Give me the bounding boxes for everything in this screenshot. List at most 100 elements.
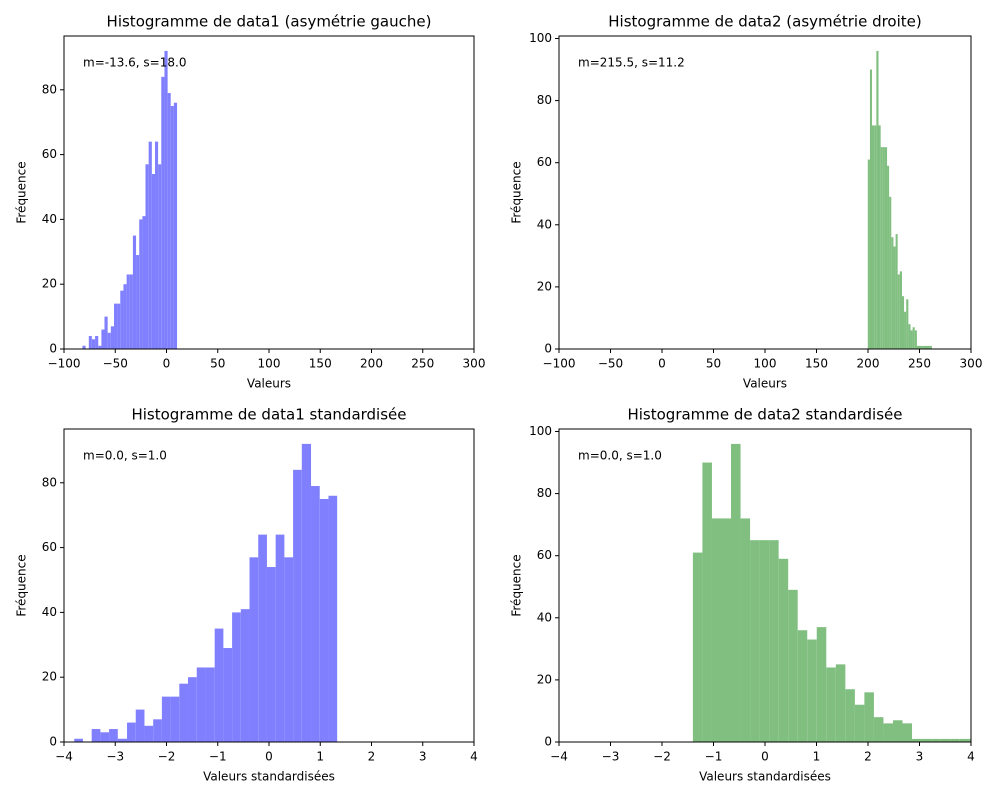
bar: [921, 738, 932, 742]
bar: [240, 609, 250, 742]
y-tick-label: 80: [537, 486, 552, 500]
bar: [873, 717, 884, 742]
y-tick-label: 40: [42, 605, 57, 619]
bar: [887, 165, 890, 349]
annotation: m=0.0, s=1.0: [83, 449, 167, 463]
bar: [301, 443, 312, 742]
y-axis-label: Fréquence: [510, 554, 524, 616]
x-tick-label: 1: [316, 750, 324, 764]
bar: [155, 141, 159, 349]
x-tick-label: 250: [411, 357, 434, 371]
bar: [892, 720, 903, 742]
x-tick-label: 2: [368, 750, 376, 764]
bar: [940, 738, 951, 742]
x-tick-label: 100: [258, 357, 281, 371]
y-tick-label: 80: [42, 475, 57, 489]
bar: [923, 345, 926, 349]
bar: [167, 93, 171, 349]
bar: [897, 274, 900, 349]
bar: [826, 667, 836, 742]
bar: [731, 443, 741, 742]
bar: [144, 725, 154, 742]
bar: [205, 667, 215, 742]
x-tick-label: −3: [602, 750, 620, 764]
x-tick-label: 0: [761, 750, 769, 764]
bar: [136, 255, 140, 349]
bar: [895, 234, 898, 349]
x-axis-label: Valeurs: [247, 377, 291, 391]
x-tick-label: 4: [470, 750, 478, 764]
x-tick-label: −2: [158, 750, 176, 764]
bar: [883, 723, 893, 742]
bar: [74, 738, 83, 742]
bar: [778, 558, 789, 742]
x-tick-label: −1: [209, 750, 227, 764]
y-tick-label: 40: [537, 217, 552, 231]
bar: [908, 324, 911, 349]
x-tick-label: −100: [543, 357, 576, 371]
x-axis-label: Valeurs standardisées: [699, 770, 831, 784]
y-tick-label: 60: [537, 548, 552, 562]
x-tick-label: −2: [653, 750, 671, 764]
x-tick-label: 150: [309, 357, 332, 371]
x-tick-label: −4: [55, 750, 73, 764]
x-tick-label: 250: [908, 357, 931, 371]
x-tick-label: 150: [805, 357, 828, 371]
bar: [912, 327, 915, 349]
x-axis-label: Valeurs standardisées: [203, 770, 335, 784]
bar: [769, 540, 779, 742]
y-tick-label: 40: [537, 610, 552, 624]
bar: [139, 219, 143, 349]
x-tick-label: 200: [857, 357, 880, 371]
bar: [807, 639, 817, 742]
bar: [275, 534, 285, 742]
bar: [151, 174, 156, 349]
x-tick-label: 0: [265, 750, 273, 764]
bar: [114, 303, 118, 349]
bar: [711, 518, 722, 742]
x-tick-label: 3: [419, 750, 427, 764]
x-tick-label: 50: [706, 357, 721, 371]
bar: [740, 518, 751, 742]
x-tick-label: −50: [598, 357, 623, 371]
bar: [311, 486, 320, 742]
annotation: m=0.0, s=1.0: [578, 449, 662, 463]
bar: [891, 237, 894, 349]
bar: [901, 296, 905, 349]
bar: [170, 105, 174, 349]
bar: [931, 738, 941, 742]
bar: [921, 345, 924, 349]
x-tick-label: −1: [705, 750, 723, 764]
bar: [135, 709, 145, 742]
y-tick-label: 0: [544, 735, 552, 749]
bar: [232, 612, 241, 742]
y-tick-label: 20: [42, 277, 57, 291]
chart-title: Histogramme de data1 standardisée: [131, 406, 406, 424]
y-tick-label: 80: [42, 82, 57, 96]
y-tick-label: 0: [49, 342, 57, 356]
bar: [914, 330, 917, 349]
bars: [82, 50, 178, 349]
x-tick-label: 200: [360, 357, 383, 371]
subplot: −100 −50 0 50 100 150 200 250 300 0 20 40 60 80 Histog…: [15, 13, 486, 391]
bar: [929, 345, 932, 349]
y-axis-label: Fréquence: [15, 161, 29, 223]
x-tick-label: −4: [550, 750, 568, 764]
bar: [845, 689, 855, 742]
x-tick-label: 1: [813, 750, 821, 764]
bar: [223, 648, 233, 742]
x-tick-label: 0: [658, 357, 666, 371]
bar: [788, 589, 798, 742]
bar: [902, 723, 913, 742]
bar: [293, 469, 302, 742]
y-tick-label: 40: [42, 212, 57, 226]
bar: [161, 696, 171, 742]
bar: [816, 627, 827, 742]
bar: [912, 738, 922, 742]
bar: [196, 667, 206, 742]
y-tick-label: 60: [42, 540, 57, 554]
bar: [109, 729, 118, 742]
x-tick-label: 50: [210, 357, 225, 371]
